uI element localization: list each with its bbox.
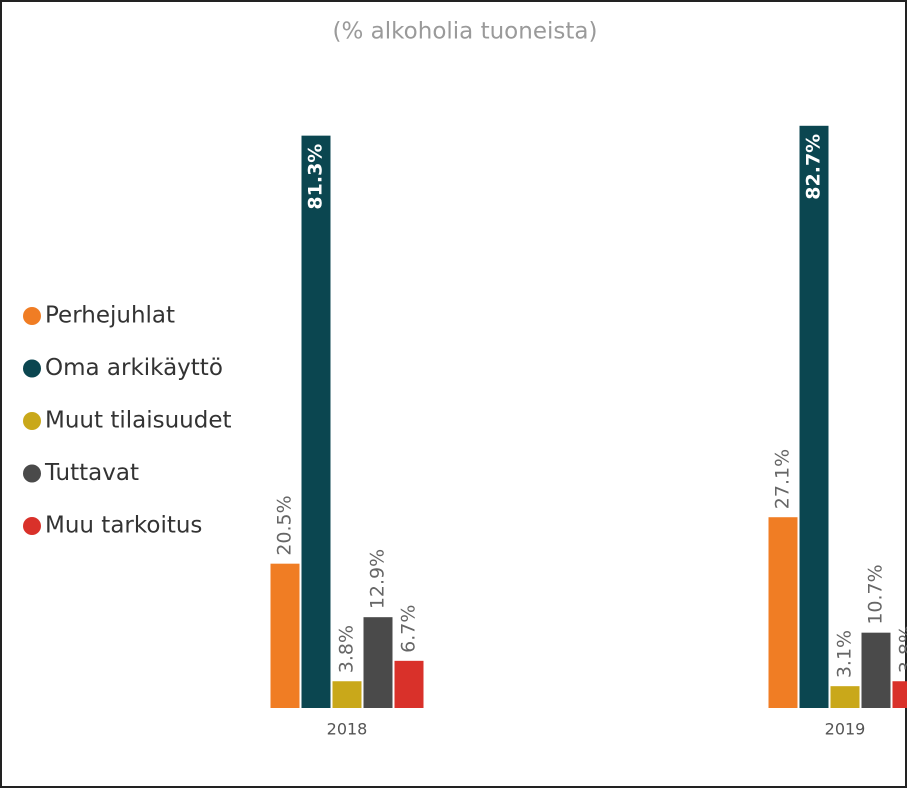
data-label: 6.7% [398,605,420,653]
legend-label: Tuttavat [44,460,139,486]
data-label: 3.8% [336,625,358,673]
chart-title: (% alkoholia tuoneista) [333,19,598,45]
bar [332,681,362,708]
data-label: 82.7% [803,134,825,200]
legend-swatch [23,517,41,535]
bar [301,135,331,708]
bar [861,632,891,708]
data-label: 3.1% [834,630,856,678]
legend-swatch [23,359,41,378]
bar [363,617,393,708]
data-label: 20.5% [274,495,296,555]
x-tick-label: 2018 [327,720,368,739]
bar [394,660,424,708]
data-label: 3.8% [896,625,907,673]
legend-label: Muu tarkoitus [45,513,202,539]
bar [830,686,860,708]
legend-swatch [23,412,41,430]
legend-swatch [23,307,41,325]
x-tick-label: 2019 [825,720,866,739]
bar [799,125,829,709]
data-label: 12.9% [367,549,389,609]
data-label: 10.7% [865,564,887,624]
bar [892,681,907,708]
data-label: 81.3% [305,144,327,210]
bar [768,517,798,708]
legend-swatch [23,464,41,483]
legend-label: Oma arkikäyttö [45,355,223,381]
legend-label: Perhejuhlat [45,303,175,329]
bar [270,563,300,708]
legend-label: Muut tilaisuudet [45,408,232,434]
data-label: 27.1% [772,449,794,509]
